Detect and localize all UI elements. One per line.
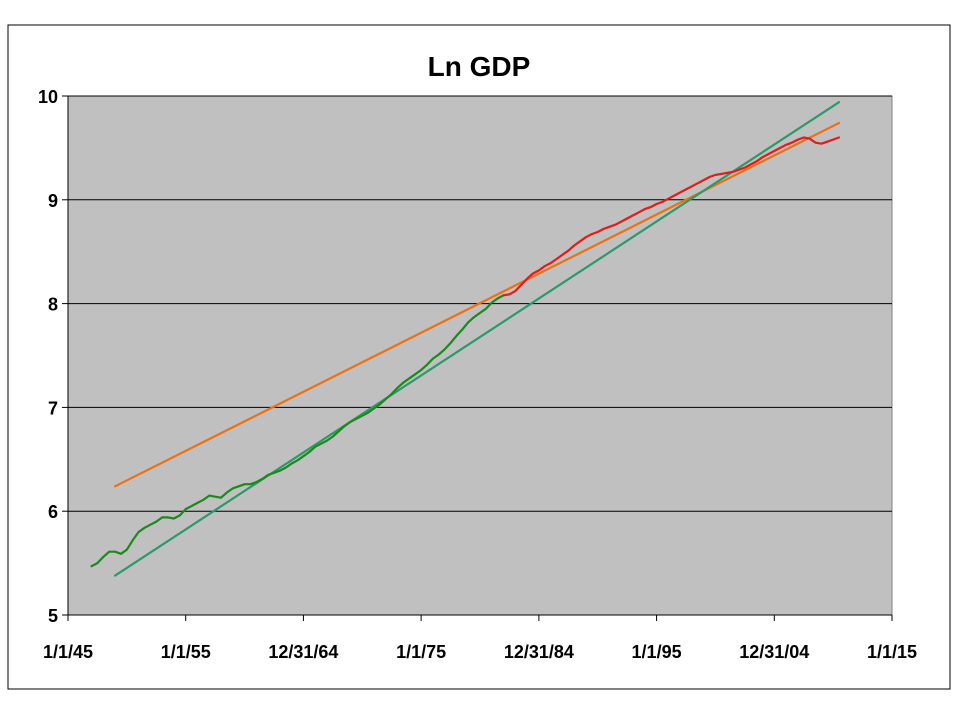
x-tick-label: 12/31/64 <box>268 642 338 662</box>
x-tick-label: 12/31/04 <box>739 642 809 662</box>
y-tick-label: 5 <box>48 606 58 626</box>
series-line-3 <box>113 101 841 577</box>
y-tick-labels: 5 6 7 8 9 10 <box>38 87 58 626</box>
series-line-0 <box>90 294 505 568</box>
plot-area <box>67 95 893 616</box>
gridlines <box>68 95 892 512</box>
chart-title: Ln GDP <box>428 51 531 82</box>
series-line-2 <box>113 121 841 488</box>
x-tick-labels: 1/1/45 1/1/55 12/31/64 1/1/75 12/31/84 1/1/95… <box>43 642 917 662</box>
x-tick-label: 1/1/15 <box>867 642 917 662</box>
y-tick-label: 10 <box>38 87 58 107</box>
y-tick-label: 8 <box>48 295 58 315</box>
x-tick-label: 1/1/55 <box>161 642 211 662</box>
x-tick-label: 12/31/84 <box>504 642 574 662</box>
axes <box>62 95 893 621</box>
y-tick-label: 6 <box>48 502 58 522</box>
x-tick-label: 1/1/95 <box>632 642 682 662</box>
x-tick-label: 1/1/75 <box>396 642 446 662</box>
series-line-1 <box>502 136 841 297</box>
x-tick-label: 1/1/45 <box>43 642 93 662</box>
y-tick-label: 9 <box>48 191 58 211</box>
series-group <box>90 101 841 577</box>
y-tick-label: 7 <box>48 398 58 418</box>
